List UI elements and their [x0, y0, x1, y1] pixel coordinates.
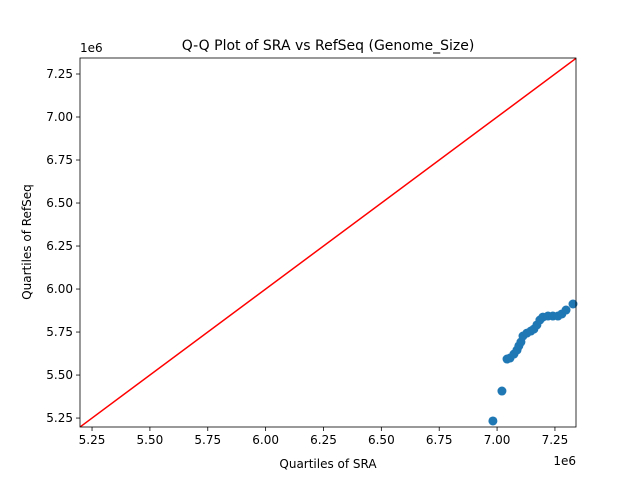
x-tick-label: 6.25 [310, 433, 337, 447]
axes-frame [79, 57, 577, 428]
y-tick-label: 7.25 [46, 67, 73, 81]
y-tick-label: 6.75 [46, 153, 73, 167]
y-tick-label: 5.75 [46, 325, 73, 339]
x-tick-label: 6.75 [426, 433, 453, 447]
x-offset-label: 1e6 [553, 454, 576, 468]
y-tick-label: 6.00 [46, 282, 73, 296]
data-point [488, 416, 498, 426]
reference-line [80, 58, 576, 427]
x-tick-label: 6.00 [252, 433, 279, 447]
x-tick-label: 5.75 [194, 433, 221, 447]
data-point [568, 299, 578, 309]
x-tick-label: 7.25 [542, 433, 569, 447]
x-tick-label: 5.25 [79, 433, 106, 447]
y-tick-label: 5.50 [46, 368, 73, 382]
data-point [561, 305, 571, 315]
chart-title: Q-Q Plot of SRA vs RefSeq (Genome_Size) [182, 38, 475, 54]
x-tick-label: 5.50 [137, 433, 164, 447]
y-axis-label: Quartiles of RefSeq [20, 184, 34, 300]
x-tick-label: 6.50 [368, 433, 395, 447]
y-tick-label: 6.25 [46, 239, 73, 253]
x-axis-label: Quartiles of SRA [279, 457, 377, 471]
y-tick-label: 6.50 [46, 196, 73, 210]
y-offset-label: 1e6 [80, 41, 103, 55]
y-tick-label: 5.25 [46, 411, 73, 425]
y-tick-label: 7.00 [46, 110, 73, 124]
data-point [497, 386, 507, 396]
x-tick-label: 7.00 [484, 433, 511, 447]
